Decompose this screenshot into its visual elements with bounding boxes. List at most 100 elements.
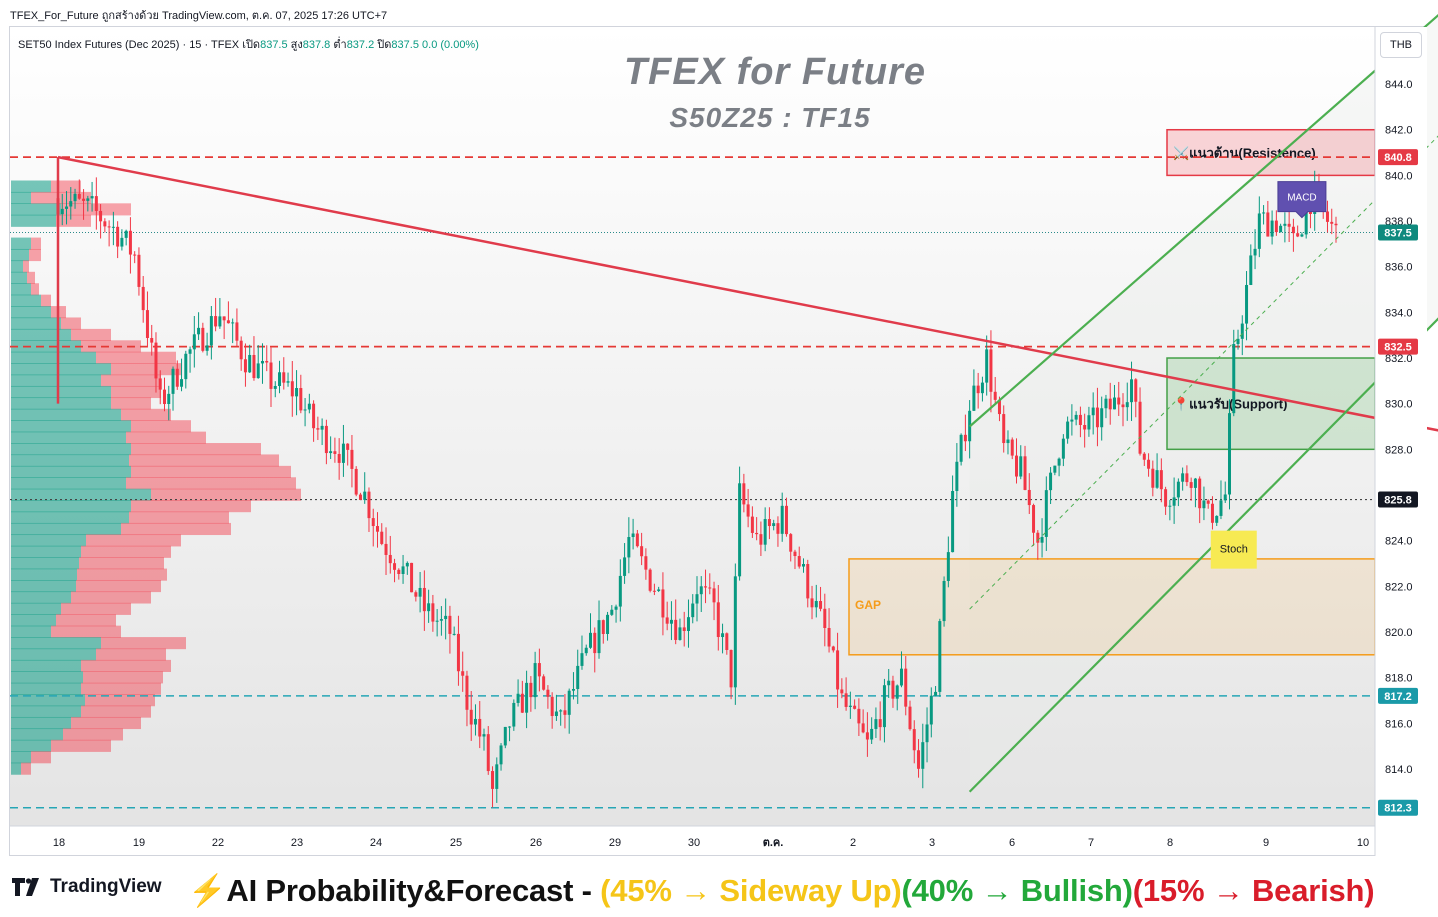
candle-body: [567, 690, 571, 715]
volume-profile-sell: [61, 602, 131, 615]
candle-body: [674, 619, 678, 640]
candle-body: [806, 564, 810, 599]
candle-body: [993, 391, 997, 400]
y-tick-label: 816.0: [1385, 718, 1413, 730]
volume-profile-sell: [83, 671, 163, 684]
volume-profile-buy: [11, 671, 83, 684]
candle-body: [1095, 407, 1099, 428]
candle-body: [171, 368, 175, 394]
candle-body: [111, 226, 115, 228]
x-tick-label: ต.ค.: [763, 837, 784, 849]
low-value: 837.2: [346, 39, 375, 51]
candle-body: [635, 533, 639, 547]
price-chart[interactable]: ⚔️แนวต้าน(Resistence) 📍แนวรับ(Support) GAP…: [0, 0, 1438, 860]
candle-body: [550, 696, 554, 717]
candle-body: [904, 668, 908, 707]
volume-profile-sell: [76, 580, 161, 593]
y-tick-label: 828.0: [1385, 444, 1413, 456]
candle-body: [955, 461, 959, 492]
candle-body: [1117, 397, 1121, 405]
candle-body: [1155, 470, 1159, 488]
candle-body: [882, 685, 886, 728]
candle-body: [618, 575, 622, 607]
channel-mid-line: [969, 135, 1438, 610]
candle-body: [316, 428, 320, 430]
x-tick-label: 23: [291, 837, 303, 849]
chart-source-line: TFEX_For_Future ถูกสร้างด้วย TradingView…: [10, 10, 388, 22]
candle-body: [243, 359, 247, 373]
volume-profile-sell: [126, 431, 206, 444]
volume-profile-sell: [31, 751, 51, 764]
volume-profile-sell: [27, 271, 35, 284]
plot-background: [10, 27, 1375, 826]
candle-body: [1159, 470, 1163, 490]
candle-body: [163, 389, 166, 405]
candle-body: [1074, 414, 1078, 420]
candle-body: [1236, 338, 1240, 345]
candle-body: [1172, 497, 1176, 506]
candle-body: [755, 532, 759, 535]
candle-body: [899, 668, 903, 686]
tradingview-logo[interactable]: TradingView: [12, 876, 162, 898]
x-tick-label: 10: [1357, 837, 1369, 849]
candle-body: [158, 378, 162, 390]
candle-body: [563, 710, 567, 715]
forecast-prefix: ⚡AI Probability&Forecast -: [188, 873, 601, 908]
candle-body: [1121, 404, 1125, 408]
candle-body: [1181, 473, 1185, 482]
candle-body: [435, 620, 439, 622]
candle-body: [989, 349, 993, 392]
candle-body: [456, 633, 460, 672]
candle-body: [465, 675, 469, 710]
candle-body: [103, 221, 107, 227]
candle-body: [1202, 500, 1206, 509]
candle-body: [418, 587, 422, 597]
candle-body: [823, 608, 827, 628]
candle-body: [520, 693, 524, 713]
candle-body: [533, 663, 537, 698]
volume-profile-buy: [11, 751, 31, 764]
candle-body: [1032, 505, 1036, 533]
x-tick-label: 19: [133, 837, 145, 849]
candle-body: [959, 434, 963, 462]
candle-body: [840, 689, 844, 694]
candle-body: [669, 619, 673, 624]
volume-profile-buy: [11, 477, 126, 490]
candle-body: [1036, 532, 1040, 543]
candle-body: [239, 340, 243, 360]
volume-profile-buy: [11, 420, 131, 433]
candle-body: [657, 589, 661, 591]
currency-unit-button[interactable]: THB: [1380, 32, 1422, 58]
candle-body: [133, 254, 137, 256]
macd-badge-label: MACD: [1287, 193, 1316, 204]
open-label: เปิด: [242, 39, 261, 51]
volume-profile-sell: [56, 214, 91, 227]
candle-body: [887, 680, 891, 686]
volume-profile-sell: [71, 716, 141, 730]
low-label: ต่ำ: [333, 39, 347, 51]
candle-body: [256, 363, 260, 379]
volume-profile-sell: [51, 739, 111, 752]
candle-body: [350, 449, 354, 469]
volume-profile-buy: [11, 500, 131, 513]
descending-trendline: [57, 155, 1438, 432]
volume-profile-buy: [11, 602, 61, 615]
candle-body: [150, 338, 154, 343]
candle-body: [278, 372, 282, 386]
candle-body: [874, 719, 878, 729]
volume-profile-buy: [11, 283, 31, 296]
candle-body: [516, 693, 520, 703]
candle-body: [188, 349, 192, 354]
volume-profile-buy: [11, 351, 96, 364]
candle-body: [1274, 220, 1278, 233]
volume-profile-buy: [11, 260, 23, 273]
candle-body: [597, 620, 601, 654]
candle-body: [192, 334, 196, 350]
candle-body: [623, 557, 627, 576]
candle-body: [273, 385, 277, 389]
candle-body: [329, 451, 333, 454]
price-axis-background: [1375, 27, 1427, 857]
candle-body: [137, 254, 141, 287]
zone-label-red: ⚔️แนวต้าน(Resistence): [1173, 146, 1316, 161]
candle-body: [627, 537, 631, 558]
